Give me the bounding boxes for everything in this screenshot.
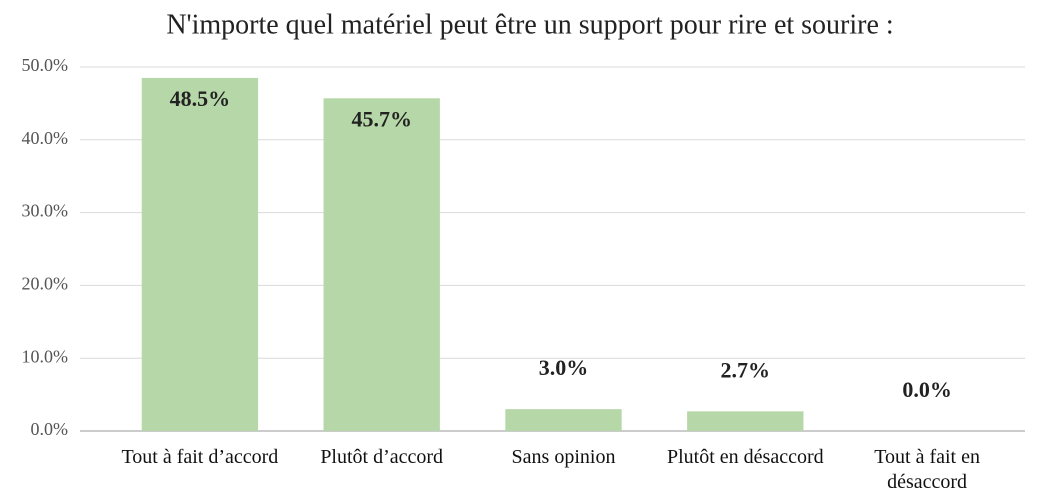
y-tick-label: 40.0% (22, 128, 69, 148)
y-tick-label: 30.0% (22, 201, 69, 221)
y-tick-label: 50.0% (22, 55, 69, 75)
chart-title: N'importe quel matériel peut être un sup… (166, 9, 893, 40)
x-tick-label: Tout à fait en désaccord (874, 446, 980, 493)
x-tick-label: Plutôt en désaccord (666, 446, 824, 468)
bar (505, 409, 622, 431)
bar (687, 411, 804, 431)
y-tick-label: 20.0% (22, 274, 69, 294)
data-label: 48.5% (170, 86, 231, 111)
y-tick-label: 0.0% (31, 419, 69, 439)
bar (323, 98, 440, 431)
x-tick-label: Plutôt d’accord (320, 446, 444, 468)
data-label: 45.7% (351, 106, 412, 131)
data-label: 0.0% (902, 377, 952, 402)
x-tick-label: Sans opinion (511, 446, 616, 468)
data-label: 2.7% (721, 357, 771, 382)
y-tick-label: 10.0% (22, 346, 69, 366)
x-tick-label: Tout à fait d’accord (121, 446, 279, 468)
bar (141, 77, 259, 432)
data-label: 3.0% (539, 355, 589, 380)
